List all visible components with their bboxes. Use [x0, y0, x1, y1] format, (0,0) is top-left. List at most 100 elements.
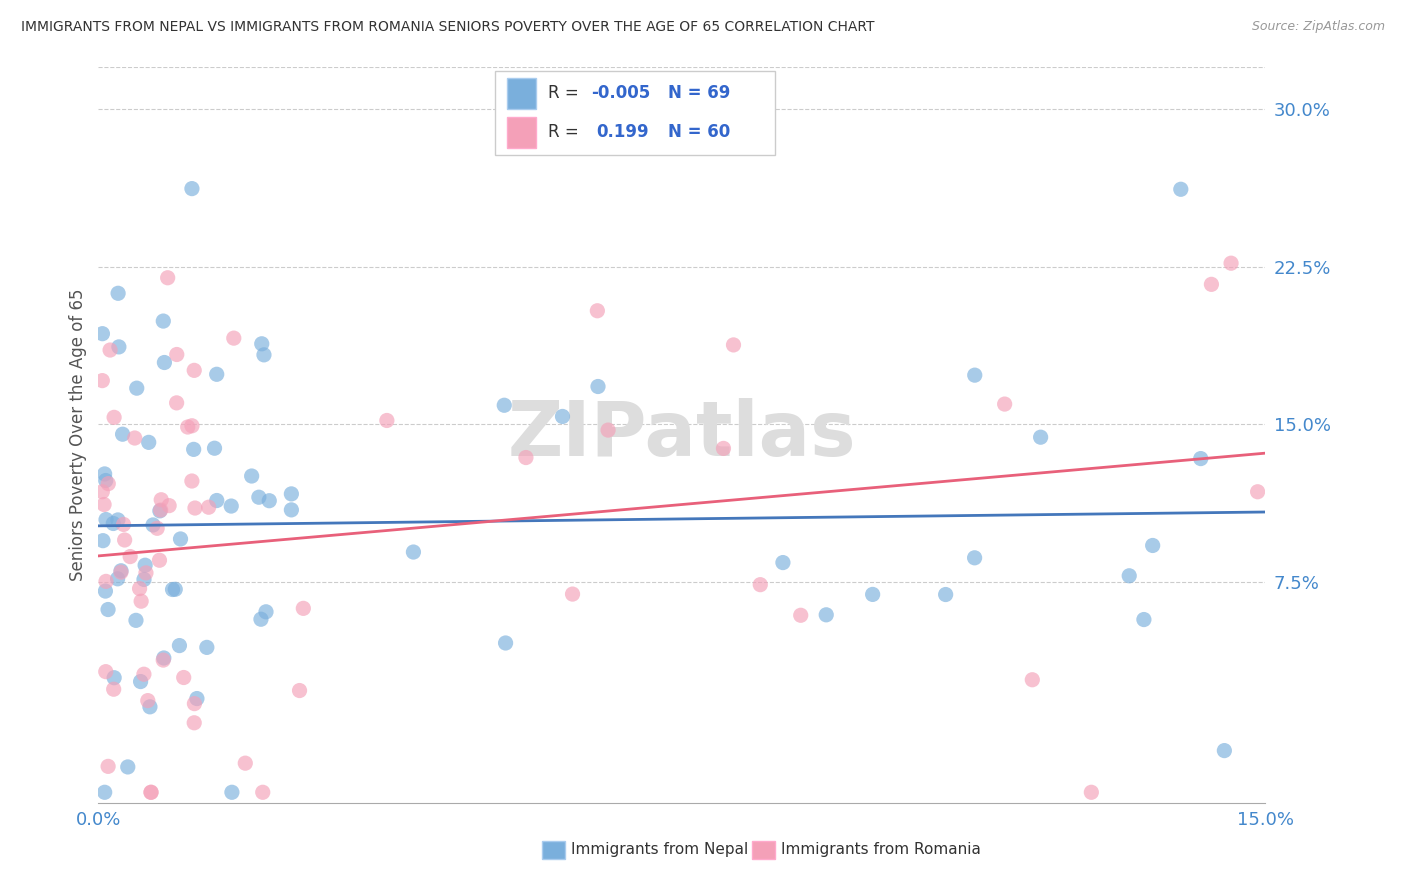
Point: [132, 573, 155, 587]
Point: [111, 427, 134, 442]
Point: [1118, 568, 1140, 582]
Point: [204, 441, 226, 455]
Bar: [752, 841, 775, 860]
Point: [129, 594, 152, 608]
Bar: [508, 117, 536, 148]
Point: [139, 785, 162, 799]
Text: IMMIGRANTS FROM NEPAL VS IMMIGRANTS FROM ROMANIA SENIORS POVERTY OVER THE AGE OF: IMMIGRANTS FROM NEPAL VS IMMIGRANTS FROM…: [21, 20, 875, 34]
Point: [103, 682, 125, 697]
Point: [110, 565, 132, 579]
Point: [288, 683, 311, 698]
Point: [94, 574, 117, 589]
Point: [181, 418, 204, 433]
Point: [1080, 785, 1102, 799]
Point: [280, 487, 302, 501]
Point: [1021, 673, 1043, 687]
Point: [219, 499, 242, 513]
Point: [152, 653, 174, 667]
Point: [963, 550, 986, 565]
Point: [169, 639, 191, 653]
Point: [1246, 484, 1268, 499]
Point: [136, 693, 159, 707]
Point: [169, 532, 191, 546]
Point: [253, 348, 276, 362]
Point: [162, 582, 184, 597]
Point: [139, 699, 162, 714]
Point: [134, 558, 156, 573]
Point: [91, 326, 114, 341]
Point: [1213, 743, 1236, 757]
Point: [98, 343, 121, 357]
Point: [1220, 256, 1243, 270]
Point: [93, 498, 115, 512]
Text: Source: ZipAtlas.com: Source: ZipAtlas.com: [1251, 20, 1385, 33]
Point: [195, 640, 218, 655]
Point: [515, 450, 537, 465]
Point: [107, 513, 129, 527]
Text: N = 60: N = 60: [668, 123, 730, 142]
Y-axis label: Seniors Poverty Over the Age of 65: Seniors Poverty Over the Age of 65: [69, 289, 87, 581]
Point: [749, 577, 772, 591]
Point: [247, 490, 270, 504]
Point: [963, 368, 986, 383]
Point: [166, 347, 188, 361]
Point: [598, 423, 620, 437]
Point: [205, 368, 228, 382]
Point: [128, 582, 150, 596]
Point: [494, 398, 516, 412]
Point: [146, 521, 169, 535]
Point: [103, 671, 125, 685]
Point: [250, 336, 273, 351]
Text: Immigrants from Romania: Immigrants from Romania: [782, 842, 981, 857]
Point: [254, 605, 277, 619]
Point: [375, 413, 398, 427]
Point: [93, 785, 115, 799]
Point: [183, 715, 205, 730]
Point: [586, 303, 609, 318]
Point: [107, 572, 129, 586]
Bar: [508, 78, 536, 109]
Point: [125, 613, 148, 627]
Point: [862, 587, 884, 601]
Point: [240, 469, 263, 483]
Point: [1201, 277, 1223, 292]
Point: [114, 533, 136, 547]
Point: [183, 697, 205, 711]
Point: [91, 484, 114, 499]
Point: [125, 381, 148, 395]
Point: [97, 759, 120, 773]
Point: [1189, 451, 1212, 466]
Point: [713, 442, 735, 456]
Point: [292, 601, 315, 615]
Point: [153, 651, 176, 665]
Text: N = 69: N = 69: [668, 85, 730, 103]
Text: 0.199: 0.199: [596, 123, 650, 142]
Point: [152, 314, 174, 328]
Point: [259, 493, 281, 508]
Point: [165, 582, 187, 597]
Point: [815, 607, 838, 622]
Point: [139, 785, 162, 799]
Point: [94, 584, 117, 599]
FancyBboxPatch shape: [495, 70, 775, 155]
Point: [561, 587, 583, 601]
Point: [1133, 613, 1156, 627]
Point: [252, 785, 274, 799]
Point: [551, 409, 574, 424]
Point: [148, 553, 170, 567]
Text: R =: R =: [548, 85, 583, 103]
Point: [1170, 182, 1192, 196]
Point: [91, 533, 114, 548]
Point: [112, 517, 135, 532]
Point: [142, 518, 165, 533]
Point: [103, 516, 125, 531]
Point: [1029, 430, 1052, 444]
Point: [117, 760, 139, 774]
Point: [723, 338, 745, 352]
Point: [129, 674, 152, 689]
Text: Immigrants from Nepal: Immigrants from Nepal: [571, 842, 748, 857]
Point: [124, 431, 146, 445]
Point: [181, 181, 204, 195]
Point: [180, 474, 202, 488]
Point: [91, 374, 114, 388]
